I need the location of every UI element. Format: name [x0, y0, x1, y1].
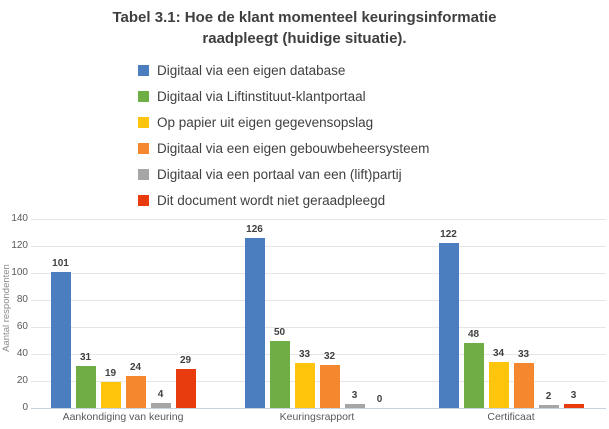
chart-title-line2: raadpleegt (huidige situatie). [202, 30, 407, 47]
data-label-series5-cat1: 0 [376, 394, 383, 405]
data-label-series2-cat1: 33 [298, 349, 311, 361]
legend-label: Op papier uit eigen gegevensopslag [157, 114, 374, 130]
legend-label: Digitaal via een eigen gebouwbeheersyste… [157, 140, 430, 156]
data-label-series4-cat1: 3 [351, 389, 358, 401]
gridline-120 [31, 246, 606, 247]
data-label-series3-cat2: 33 [517, 349, 530, 361]
x-axis-line [31, 408, 606, 409]
data-label-series5-cat2: 3 [570, 389, 577, 401]
gridline-140 [31, 219, 606, 220]
data-label-series1-cat2: 48 [467, 329, 480, 341]
bar-series0-cat2 [438, 243, 459, 408]
bar-series2-cat0 [100, 382, 121, 408]
y-tick-label-120: 120 [11, 240, 28, 251]
legend-item-2: Op papier uit eigen gegevensopslag [138, 109, 429, 135]
bar-series3-cat2 [513, 363, 534, 408]
legend-label: Digitaal via Liftinstituut-klantportaal [157, 88, 366, 104]
bar-series4-cat1 [344, 403, 365, 408]
bar-series2-cat2 [488, 362, 509, 408]
legend-swatch-icon [138, 168, 149, 180]
x-category-label-0: Aankondiging van keuring [62, 411, 184, 423]
legend-item-0: Digitaal via een eigen database [138, 57, 429, 83]
data-label-series0-cat0: 101 [52, 257, 69, 269]
x-category-label-1: Keuringsrapport [279, 411, 355, 423]
bar-series4-cat2 [538, 405, 559, 408]
legend-item-5: Dit document wordt niet geraadpleegd [138, 187, 429, 213]
bar-series5-cat2 [563, 403, 584, 408]
y-axis-title: Aantal respondenten [1, 264, 12, 352]
x-category-label-2: Certificaat [487, 411, 535, 423]
bar-series1-cat0 [75, 366, 96, 408]
legend-swatch-icon [138, 64, 149, 76]
bar-series0-cat0 [50, 271, 71, 408]
data-label-series1-cat1: 50 [273, 326, 286, 338]
data-label-series0-cat2: 122 [440, 229, 457, 241]
bar-series1-cat1 [269, 340, 290, 408]
data-label-series0-cat1: 126 [246, 223, 263, 235]
gridline-80 [31, 300, 606, 301]
bar-series3-cat0 [125, 375, 146, 408]
bar-series4-cat0 [150, 402, 171, 408]
legend-swatch-icon [138, 90, 149, 102]
gridline-60 [31, 327, 606, 328]
legend-item-1: Digitaal via Liftinstituut-klantportaal [138, 83, 429, 109]
y-tick-label-0: 0 [22, 402, 28, 413]
bar-series5-cat0 [175, 368, 196, 408]
gridline-20 [31, 381, 606, 382]
chart-title-line1: Tabel 3.1: Hoe de klant momenteel keurin… [112, 9, 497, 26]
y-tick-label-20: 20 [16, 375, 28, 386]
data-label-series4-cat0: 4 [157, 388, 164, 400]
data-label-series2-cat0: 19 [104, 368, 117, 380]
gridline-100 [31, 273, 606, 274]
y-tick-label-100: 100 [11, 267, 28, 278]
legend-label: Dit document wordt niet geraadpleegd [157, 192, 386, 208]
legend-swatch-icon [138, 142, 149, 154]
data-label-series2-cat2: 34 [492, 348, 505, 360]
legend-swatch-icon [138, 116, 149, 128]
data-label-series4-cat2: 2 [545, 391, 552, 403]
y-tick-label-60: 60 [16, 321, 28, 332]
bar-series1-cat2 [463, 343, 484, 408]
data-label-series1-cat0: 31 [79, 352, 92, 364]
y-tick-label-140: 140 [11, 213, 28, 224]
legend-item-4: Digitaal via een portaal van een (lift)p… [138, 161, 429, 187]
bar-series2-cat1 [294, 363, 315, 408]
legend-label: Digitaal via een eigen database [157, 62, 346, 78]
data-label-series5-cat0: 29 [179, 354, 192, 366]
chart-title: Tabel 3.1: Hoe de klant momenteel keurin… [0, 7, 609, 49]
gridline-40 [31, 354, 606, 355]
y-tick-label-80: 80 [16, 294, 28, 305]
data-label-series3-cat0: 24 [129, 361, 142, 373]
bar-series3-cat1 [319, 364, 340, 408]
legend-label: Digitaal via een portaal van een (lift)p… [157, 166, 402, 182]
legend-swatch-icon [138, 194, 149, 206]
y-tick-label-40: 40 [16, 348, 28, 359]
bar-series0-cat1 [244, 237, 265, 408]
data-label-series3-cat1: 32 [323, 350, 336, 362]
chart-legend: Digitaal via een eigen database Digitaal … [138, 57, 429, 213]
legend-item-3: Digitaal via een eigen gebouwbeheersyste… [138, 135, 429, 161]
